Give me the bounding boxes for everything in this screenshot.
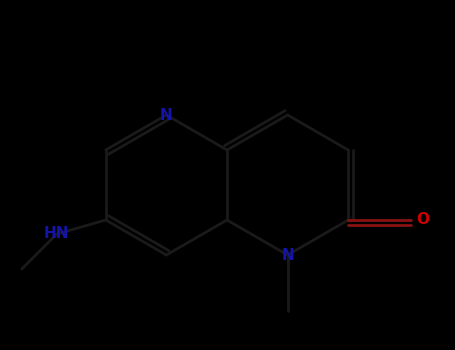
Text: N: N [281,247,294,262]
Text: O: O [417,212,430,228]
Text: HN: HN [44,226,70,242]
Text: N: N [160,107,173,122]
